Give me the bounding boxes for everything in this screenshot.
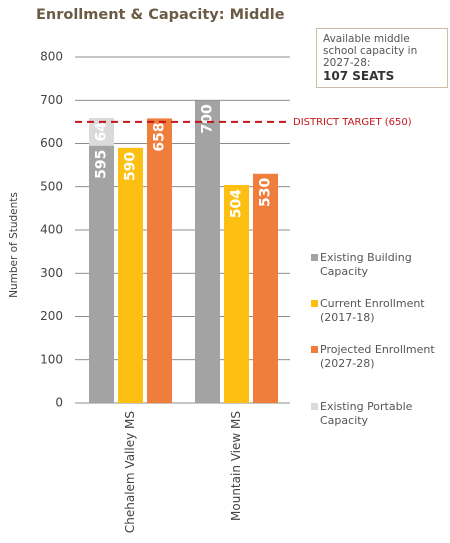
data-label: 700 <box>200 104 216 133</box>
y-tick-label: 500 <box>40 179 63 193</box>
y-tick-label: 600 <box>40 136 63 150</box>
y-tick-label: 100 <box>40 352 63 366</box>
legend-item: Projected Enrollment (2027-28) <box>311 343 445 371</box>
legend-swatch <box>311 254 318 261</box>
callout: Available middle school capacity in 2027… <box>316 28 448 88</box>
y-tick-label: 200 <box>40 309 63 323</box>
callout-highlight: 107 SEATS <box>323 69 395 83</box>
bar <box>224 185 249 403</box>
data-label: 590 <box>123 152 139 181</box>
x-tick-label: Chehalem Valley MS <box>123 411 137 533</box>
target-label: DISTRICT TARGET (650) <box>293 117 412 128</box>
y-tick-label: 400 <box>40 223 63 237</box>
legend-label: Projected Enrollment (2027-28) <box>320 343 435 370</box>
callout-text: Available middle school capacity in 2027… <box>323 33 418 69</box>
bar <box>89 145 114 403</box>
bar <box>253 173 278 403</box>
legend-swatch <box>311 300 318 307</box>
legend-item: Existing Portable Capacity <box>311 400 445 428</box>
data-label: 504 <box>229 189 245 218</box>
data-label: 658 <box>152 122 168 151</box>
y-tick-label: 700 <box>40 93 63 107</box>
legend-item: Current Enrollment (2017-18) <box>311 297 445 325</box>
data-label: 530 <box>258 178 274 207</box>
legend-swatch <box>311 403 318 410</box>
chart-title: Enrollment & Capacity: Middle <box>36 7 285 23</box>
data-label: 64 <box>94 122 110 142</box>
y-tick-label: 800 <box>40 50 63 64</box>
y-tick-label: 300 <box>40 266 63 280</box>
bar <box>118 147 143 403</box>
x-tick-label: Mountain View MS <box>229 411 243 521</box>
legend-label: Existing Portable Capacity <box>320 400 413 427</box>
legend-swatch <box>311 346 318 353</box>
legend-label: Current Enrollment (2017-18) <box>320 297 425 324</box>
data-label: 595 <box>94 150 110 179</box>
legend-item: Existing Building Capacity <box>311 251 445 279</box>
y-axis-label: Number of Students <box>8 192 20 298</box>
legend-label: Existing Building Capacity <box>320 251 412 278</box>
bar <box>147 118 172 403</box>
bar <box>195 100 220 403</box>
y-tick-label: 0 <box>55 396 63 410</box>
